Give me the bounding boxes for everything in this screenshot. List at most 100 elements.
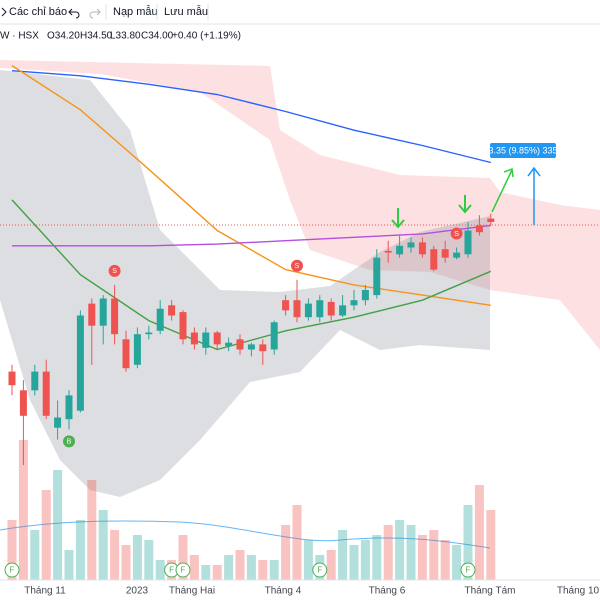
volume-bar — [121, 545, 131, 580]
candle-body — [304, 303, 312, 318]
candle-body — [270, 322, 278, 350]
measure-arrow — [527, 166, 541, 225]
candle-body — [65, 395, 73, 420]
volume-bar — [395, 520, 405, 580]
volume-bar — [486, 510, 496, 580]
candle-body — [487, 218, 495, 222]
volume-bar — [201, 565, 211, 580]
volume-bar — [383, 525, 393, 580]
ichimoku-cloud — [0, 60, 600, 350]
candle-body — [293, 300, 301, 318]
candle-body — [202, 332, 210, 348]
volume-bar — [417, 535, 427, 580]
volume-bar — [178, 535, 188, 580]
volume-bar — [110, 530, 120, 580]
moving-average — [11, 199, 492, 351]
event-label: F — [169, 566, 174, 575]
symbol: W · HSX — [0, 31, 39, 42]
candle-body — [179, 312, 187, 340]
candle-body — [8, 371, 16, 386]
volume-bar — [406, 525, 416, 580]
candle-body — [111, 298, 119, 335]
candle-body — [88, 303, 96, 326]
save-template-button[interactable]: Lưu mẫu — [164, 5, 208, 18]
volume-bar — [30, 530, 40, 580]
volume-bar — [7, 520, 17, 580]
volume-bar — [64, 550, 74, 580]
candle-body — [190, 332, 198, 345]
candle-body — [122, 339, 130, 369]
event-label: F — [466, 566, 471, 575]
volume-bar — [235, 550, 245, 580]
moving-average — [12, 224, 491, 247]
volume-bar — [429, 530, 439, 580]
moving-average — [11, 65, 491, 306]
x-tick-label: Tháng Tám — [465, 586, 516, 597]
volume-bar — [269, 560, 279, 580]
volume-bar — [98, 510, 108, 580]
volume-bar — [144, 540, 154, 580]
candle-body — [282, 300, 290, 311]
legend-high: H34.50 — [80, 31, 113, 42]
candle-body — [407, 242, 415, 248]
undo-icon[interactable] — [68, 8, 80, 19]
candle-body — [54, 417, 62, 428]
volume-bar — [372, 535, 382, 580]
volume-bar — [41, 490, 51, 580]
candle-body — [396, 245, 404, 255]
indicators-button[interactable]: Các chỉ báo — [9, 6, 67, 18]
volume-bar — [303, 540, 313, 580]
x-tick-label: Tháng 6 — [369, 586, 406, 597]
load-template-button[interactable]: Nạp mẫu — [113, 5, 158, 18]
candle-body — [453, 252, 461, 258]
candle-body — [19, 390, 27, 416]
redo-icon[interactable] — [89, 8, 101, 19]
volume-bar — [281, 525, 291, 580]
volume-bar — [18, 440, 28, 580]
volume-bar — [474, 485, 484, 580]
x-tick-label: Tháng 10 — [557, 586, 600, 597]
volume-average — [0, 520, 491, 549]
volume-bar — [440, 540, 450, 580]
candle-body — [145, 332, 153, 335]
signal-label: S — [454, 231, 459, 238]
candle-body — [430, 249, 438, 270]
x-tick-label: Tháng 4 — [265, 586, 302, 597]
volume-bar — [132, 535, 142, 580]
signal-marker — [450, 227, 463, 240]
candle-body — [259, 344, 267, 352]
candle-body — [316, 300, 324, 318]
measure-label: 3.35 (9.85%) 335 — [488, 145, 557, 155]
x-tick-label: 2023 — [126, 586, 149, 597]
candle-body — [168, 305, 176, 316]
moving-average — [11, 70, 491, 164]
measure-label-box — [490, 143, 556, 158]
signal-arrow — [391, 208, 405, 229]
candle-body — [31, 371, 39, 391]
signal-marker — [63, 435, 75, 448]
legend-low: L33.80 — [110, 31, 141, 42]
volume-bar — [75, 520, 85, 580]
candle-body — [361, 290, 369, 301]
signal-arrow — [458, 195, 472, 214]
candle-body — [99, 298, 107, 326]
candle-body — [327, 301, 335, 316]
event-marker — [175, 562, 191, 578]
candle-body — [42, 371, 50, 416]
target-arrow — [491, 167, 514, 213]
candle-body — [373, 257, 381, 296]
toolbar-icon[interactable] — [1, 7, 7, 17]
candle-body — [418, 242, 426, 255]
candle-body — [225, 342, 233, 347]
signal-label: S — [112, 268, 117, 275]
candle-body — [76, 315, 84, 411]
event-label: F — [10, 566, 15, 575]
candle-body — [339, 305, 347, 316]
candle-body — [464, 230, 472, 255]
x-tick-label: Tháng Hai — [169, 586, 215, 597]
event-marker — [460, 562, 476, 578]
signal-label: B — [67, 439, 72, 446]
legend-open: O34.20 — [47, 31, 80, 42]
volume-bar — [155, 560, 165, 580]
